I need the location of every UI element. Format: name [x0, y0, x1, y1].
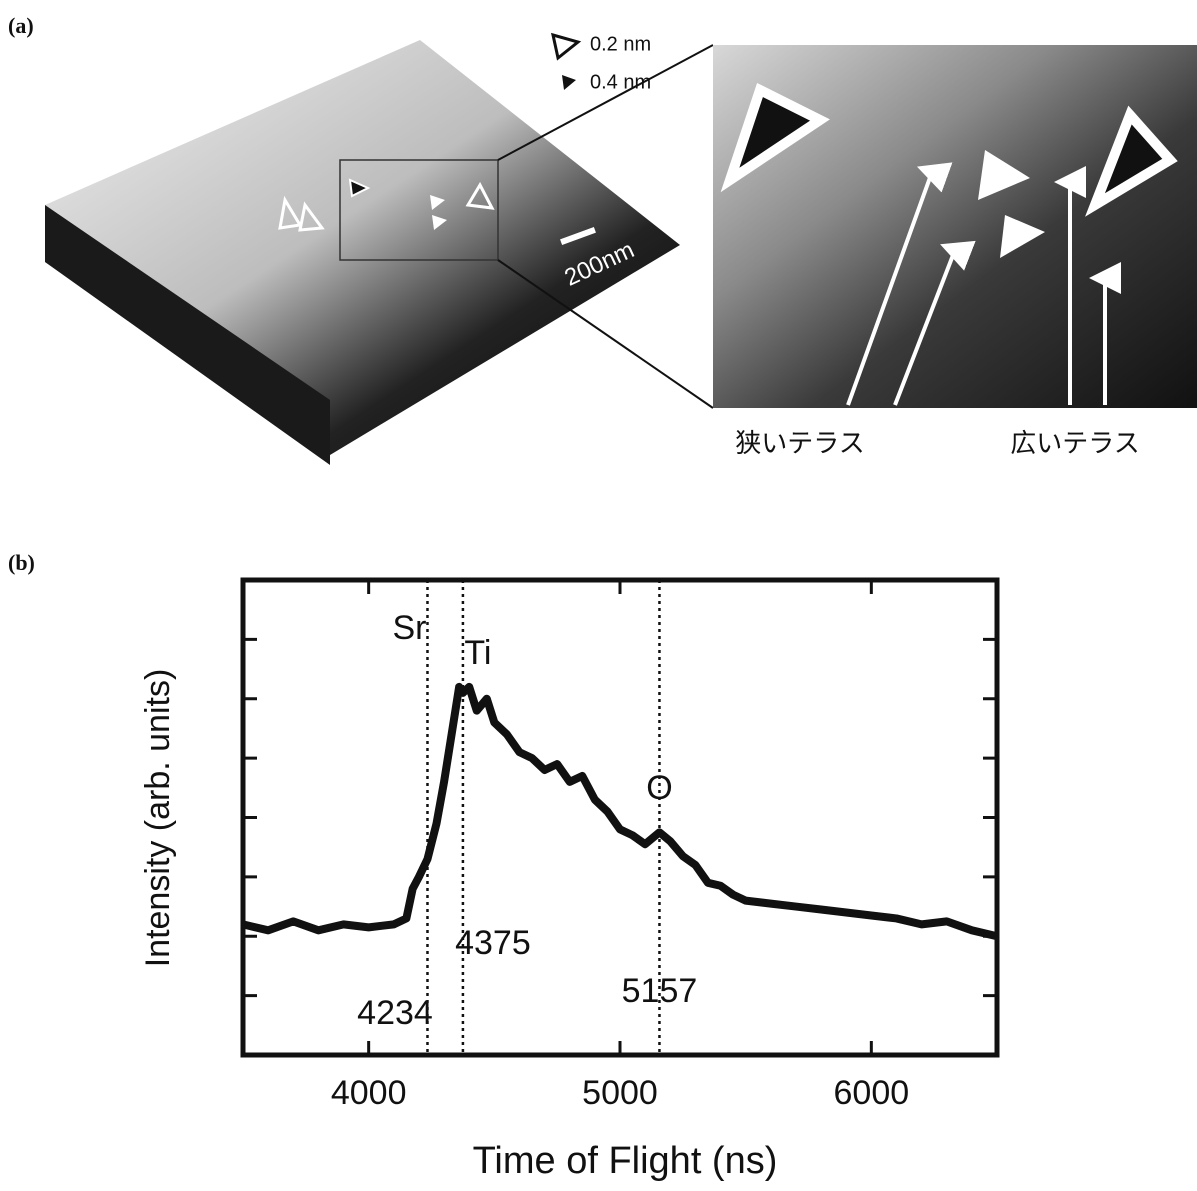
- large-marker: [1000, 215, 1045, 258]
- legend-label: 0.2 nm: [590, 33, 651, 55]
- scale-bar: [560, 227, 596, 245]
- peak-value: 5157: [622, 972, 698, 1010]
- afm-markers-filled: [348, 178, 447, 230]
- large-marker: [978, 150, 1030, 200]
- zoom-line: [497, 259, 714, 409]
- zoom-line: [497, 44, 714, 161]
- plot-frame: [240, 577, 1000, 1058]
- peak-value: 4234: [357, 994, 433, 1032]
- x-tick-label: 6000: [834, 1074, 910, 1112]
- panel-label: (a): [8, 13, 34, 38]
- zoom-box: [339, 159, 499, 261]
- x-tick-label: 5000: [582, 1074, 658, 1112]
- x-axis-label: Time of Flight (ns): [473, 1140, 778, 1182]
- afm-markers: [278, 181, 495, 232]
- legend-marker: [562, 75, 576, 90]
- peak-label: Sr: [392, 609, 426, 647]
- annotation: 広いテラス: [1010, 428, 1139, 458]
- legend-label: 0.4 nm: [590, 71, 651, 93]
- arrows: [846, 162, 1121, 406]
- afm-surface: [45, 40, 680, 455]
- afm-side: [45, 205, 330, 465]
- panel-label: (b): [8, 550, 35, 575]
- annotation: 狭いテラス: [735, 428, 864, 458]
- large-marker: [720, 82, 830, 193]
- large-marker: [1085, 105, 1178, 217]
- data-line: [242, 682, 998, 941]
- peak-value: 4375: [455, 924, 531, 962]
- peak-label: O: [646, 769, 672, 807]
- peak-label: Ti: [464, 634, 491, 672]
- y-axis-label: Intensity (arb. units): [139, 669, 177, 968]
- x-tick-label: 4000: [331, 1074, 407, 1112]
- legend-marker: [551, 32, 582, 61]
